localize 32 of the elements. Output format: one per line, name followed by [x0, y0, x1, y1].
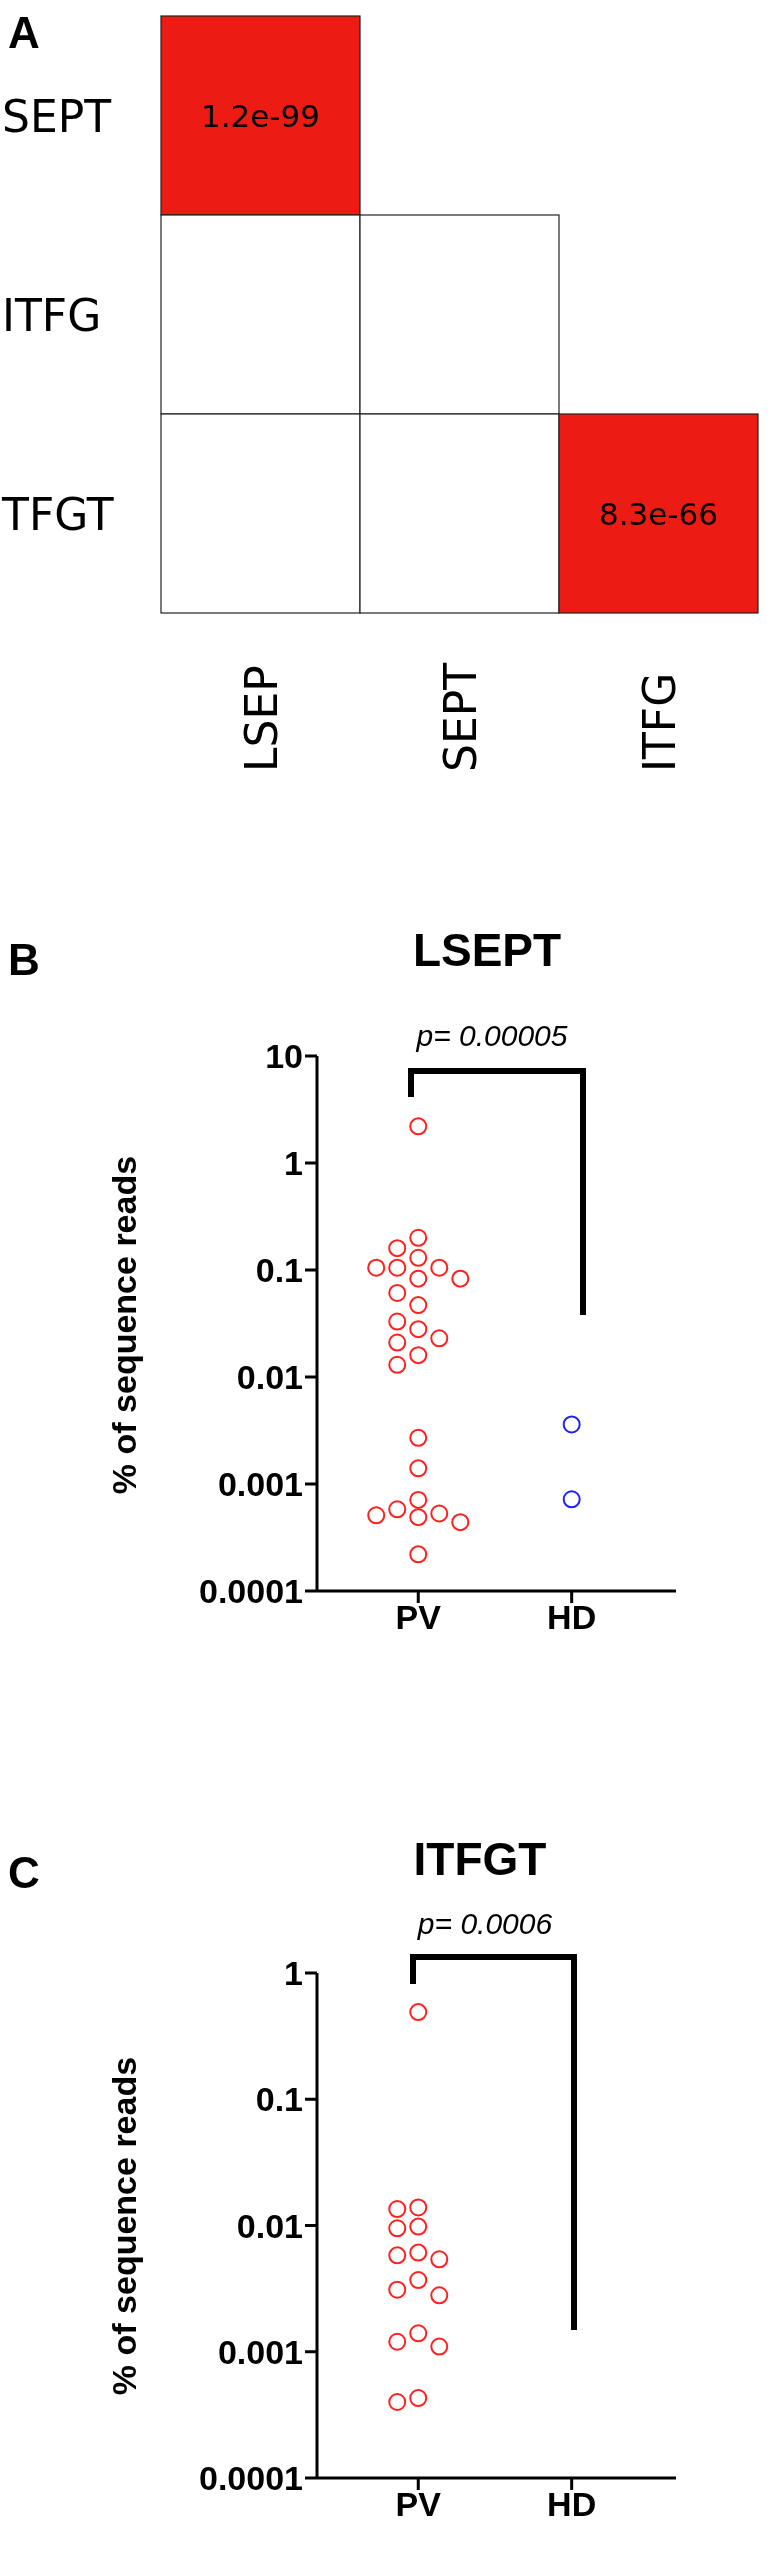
x-tick-label: HD [547, 1598, 597, 1637]
text: C [8, 1848, 40, 1897]
text: p= 0.00005 [415, 1019, 568, 1052]
y-tick-label: 0.1 [255, 1251, 303, 1290]
text: p= 0.0006 [416, 1907, 553, 1940]
x-tick-label: HD [547, 2485, 597, 2524]
data-label: 8.3e-66 [598, 495, 719, 532]
data-label: 1.2e-99 [200, 97, 321, 134]
y-tick-label: ITFG [2, 289, 102, 341]
y-tick-label: 0.001 [217, 2332, 303, 2371]
x-tick-label: LSEP [235, 665, 287, 772]
text: B [8, 935, 40, 984]
y-tick-label: TFGT [1, 488, 114, 540]
y-tick-label: 1 [284, 1144, 303, 1183]
x-tick-label: SEPT [434, 662, 486, 772]
y-tick-label: 0.0001 [199, 1572, 303, 1611]
x-tick-label: PV [395, 2485, 442, 2524]
y-tick-label: 0.0001 [199, 2459, 303, 2498]
chart-title: LSEPT [412, 924, 562, 976]
chart-title: ITFGT [413, 1833, 547, 1885]
y-axis-title: % of sequence reads [105, 2056, 143, 2396]
y-tick-label: 0.001 [217, 1465, 303, 1504]
y-tick-label: SEPT [2, 90, 112, 142]
y-tick-label: 0.1 [255, 2080, 303, 2119]
text: A [8, 8, 40, 57]
y-tick-label: 0.01 [236, 2206, 303, 2245]
y-tick-label: 10 [265, 1037, 303, 1076]
x-tick-label: PV [395, 1598, 442, 1637]
x-tick-label: ITFG [633, 672, 685, 772]
y-tick-label: 0.01 [236, 1358, 303, 1397]
y-axis-title: % of sequence reads [105, 1155, 143, 1495]
y-tick-label: 1 [284, 1954, 303, 1993]
